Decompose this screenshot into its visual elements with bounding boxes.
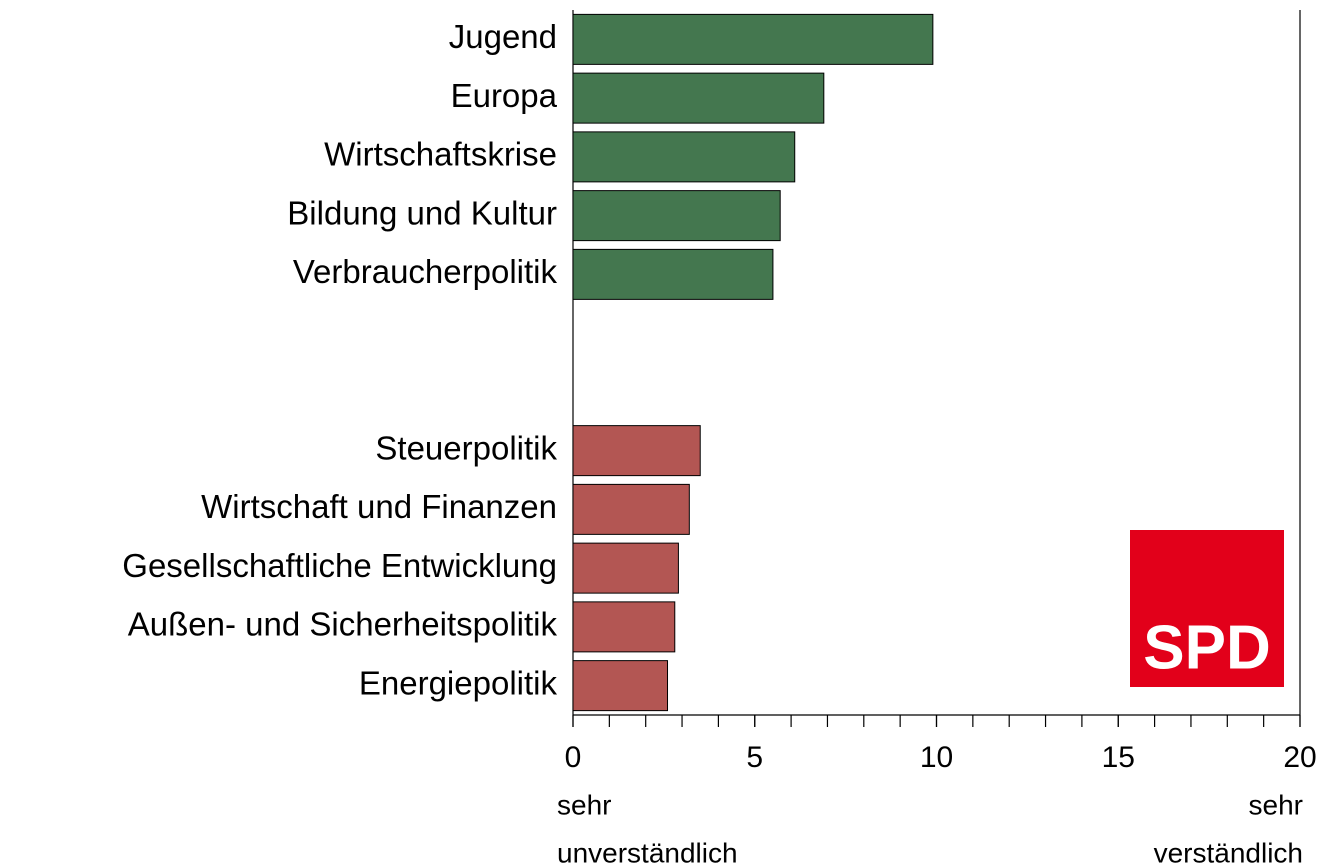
y-tick-label: Steuerpolitik [375, 429, 557, 466]
y-tick-label: Energiepolitik [359, 664, 558, 701]
x-tick-label: 0 [565, 741, 582, 774]
bar [572, 601, 676, 653]
logo: SPD [1143, 613, 1270, 682]
x-tick-label: 5 [746, 741, 763, 774]
bar [572, 131, 796, 183]
x-axis-label: sehr [557, 789, 611, 820]
bar [572, 542, 679, 594]
bar [572, 248, 774, 300]
bar [572, 425, 701, 477]
y-tick-label: Jugend [449, 18, 557, 55]
x-tick-label: 15 [1102, 741, 1135, 774]
y-tick-label: Wirtschaft und Finanzen [201, 488, 557, 525]
x-tick-label: 20 [1283, 741, 1316, 774]
y-tick-label: Verbraucherpolitik [293, 253, 558, 290]
bar [572, 660, 669, 712]
y-tick-label: Europa [451, 77, 558, 114]
y-tick-label: Außen- und Sicherheitspolitik [128, 606, 558, 643]
x-axis-label: sehr [1249, 789, 1303, 820]
x-axis-label: verständlich [1154, 837, 1303, 868]
y-tick-label: Bildung und Kultur [287, 194, 557, 231]
bar [572, 72, 825, 124]
logo-box [1130, 530, 1284, 687]
x-axis-label: unverständlich [557, 837, 738, 868]
bar [572, 13, 934, 65]
bar [572, 483, 690, 535]
x-tick-label: 10 [920, 741, 953, 774]
y-tick-label: Wirtschaftskrise [324, 136, 557, 173]
bar [572, 190, 781, 242]
y-tick-label: Gesellschaftliche Entwicklung [122, 547, 557, 584]
